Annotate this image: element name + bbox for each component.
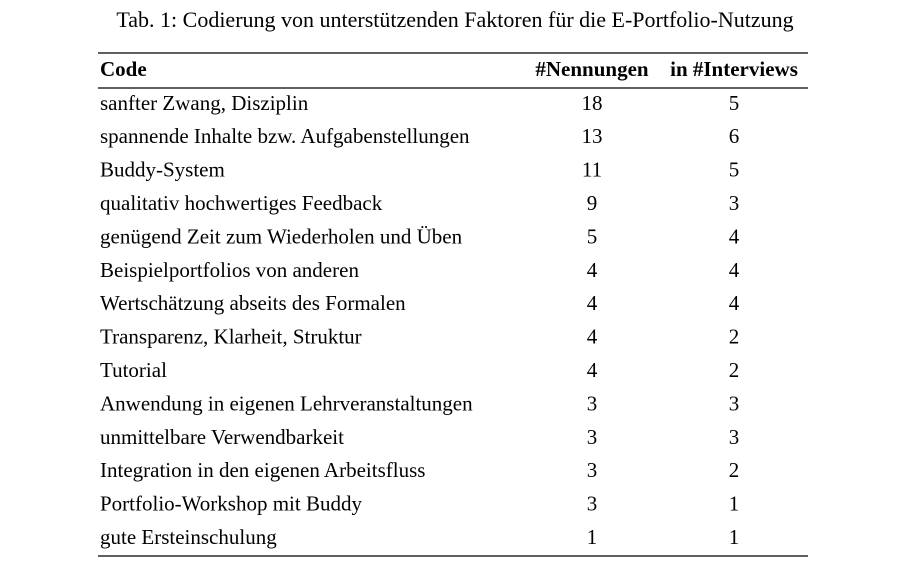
code-cell: Buddy-System bbox=[100, 158, 225, 182]
count-cell: 1 bbox=[729, 525, 740, 549]
code-cell: spannende Inhalte bzw. Aufgabenstellunge… bbox=[100, 124, 470, 148]
header-cell: in #Interviews bbox=[670, 57, 798, 81]
count-cell: 1 bbox=[729, 492, 740, 516]
code-cell: Beispielportfolios von anderen bbox=[100, 258, 359, 282]
count-cell: 3 bbox=[729, 391, 740, 415]
count-cell: 3 bbox=[587, 425, 598, 449]
count-cell: 9 bbox=[587, 191, 598, 215]
count-cell: 5 bbox=[729, 158, 740, 182]
count-cell: 18 bbox=[582, 91, 603, 115]
count-cell: 6 bbox=[729, 124, 740, 148]
count-cell: 5 bbox=[729, 91, 740, 115]
code-cell: unmittelbare Verwendbarkeit bbox=[100, 425, 344, 449]
header-cell: #Nennungen bbox=[535, 57, 649, 81]
count-cell: 3 bbox=[729, 425, 740, 449]
count-cell: 11 bbox=[582, 158, 602, 182]
code-cell: gute Ersteinschulung bbox=[100, 525, 277, 549]
code-cell: genügend Zeit zum Wiederholen und Üben bbox=[100, 224, 463, 248]
code-cell: Anwendung in eigenen Lehrveranstaltungen bbox=[100, 391, 473, 415]
code-cell: Tutorial bbox=[100, 358, 167, 382]
count-cell: 3 bbox=[729, 191, 740, 215]
header-cell: Code bbox=[100, 57, 147, 81]
count-cell: 2 bbox=[729, 358, 740, 382]
count-cell: 2 bbox=[729, 325, 740, 349]
count-cell: 1 bbox=[587, 525, 598, 549]
count-cell: 4 bbox=[587, 325, 598, 349]
code-cell: qualitativ hochwertiges Feedback bbox=[100, 191, 383, 215]
code-cell: Transparenz, Klarheit, Struktur bbox=[100, 325, 362, 349]
count-cell: 4 bbox=[587, 258, 598, 282]
count-cell: 3 bbox=[587, 458, 598, 482]
count-cell: 4 bbox=[729, 291, 740, 315]
table-caption: Tab. 1: Codierung von unterstützenden Fa… bbox=[116, 7, 793, 32]
code-cell: sanfter Zwang, Disziplin bbox=[100, 91, 309, 115]
count-cell: 5 bbox=[587, 224, 598, 248]
count-cell: 3 bbox=[587, 492, 598, 516]
count-cell: 4 bbox=[587, 358, 598, 382]
count-cell: 2 bbox=[729, 458, 740, 482]
count-cell: 4 bbox=[729, 224, 740, 248]
count-cell: 13 bbox=[582, 124, 603, 148]
code-cell: Portfolio-Workshop mit Buddy bbox=[100, 492, 362, 516]
count-cell: 4 bbox=[587, 291, 598, 315]
code-cell: Wertschätzung abseits des Formalen bbox=[100, 291, 406, 315]
count-cell: 4 bbox=[729, 258, 740, 282]
code-cell: Integration in den eigenen Arbeitsfluss bbox=[100, 458, 425, 482]
count-cell: 3 bbox=[587, 391, 598, 415]
